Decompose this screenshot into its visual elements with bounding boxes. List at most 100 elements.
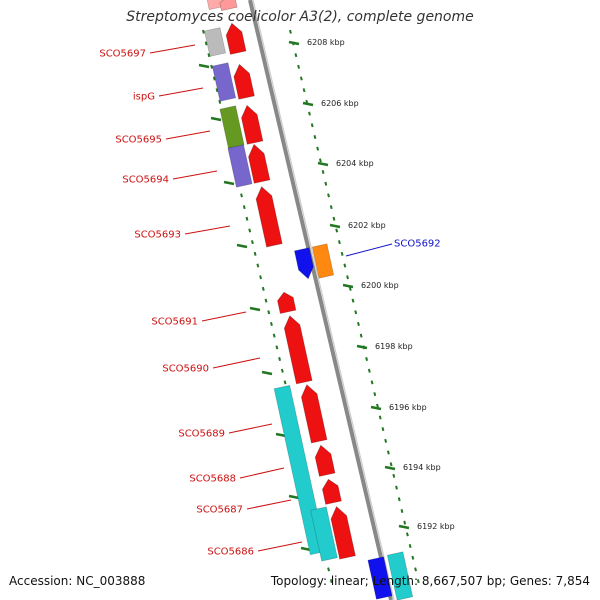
guide-dot <box>310 123 314 128</box>
guide-dot <box>397 497 401 502</box>
gene-arrow-SCO5694-outline <box>248 143 271 184</box>
gene-label-SCO5692[interactable]: SCO5692 <box>394 239 441 250</box>
guide-dot <box>280 368 284 373</box>
ruler-tick <box>210 116 222 122</box>
leader-line-SCO5688 <box>239 467 285 479</box>
map-title: Streptomyces coelicolor A3(2), complete … <box>126 9 474 25</box>
leader-line-SCO5686 <box>257 541 303 552</box>
guide-dot <box>329 579 333 584</box>
guide-dot <box>367 368 371 373</box>
guide-dot <box>261 286 265 291</box>
ruler-tick <box>249 306 261 312</box>
guide-dot <box>299 76 303 81</box>
guide-dot <box>297 64 301 69</box>
scale-tick <box>317 161 329 167</box>
gene-arrow-ispG-outline <box>233 63 255 100</box>
guide-dot <box>370 380 374 385</box>
scale-tick <box>356 344 368 350</box>
leader-line-SCO5689 <box>228 423 273 434</box>
gene-arrow-SCO5691[interactable] <box>277 291 297 314</box>
feature-block-olive[interactable] <box>219 105 245 149</box>
guide-dot <box>340 251 344 256</box>
guide-dot <box>272 333 276 338</box>
leader-line-SCO5687 <box>246 499 292 510</box>
gene-arrow-SCO5692[interactable] <box>294 247 314 280</box>
gene-arrow-ispG-fill <box>233 64 255 100</box>
guide-dot <box>250 240 254 245</box>
gene-arrow-SCO5687[interactable] <box>321 478 342 505</box>
gene-arrow-SCO5695[interactable] <box>241 104 264 145</box>
right-guide-dots <box>289 29 420 584</box>
guide-dot <box>202 29 205 34</box>
gene-arrow-SCO5689[interactable] <box>300 384 328 444</box>
scale-tick-label: 6200 kbp <box>361 281 399 290</box>
guide-dot <box>392 473 396 478</box>
feature-block-cyan-2[interactable] <box>310 506 338 562</box>
gene-label-SCO5693[interactable]: SCO5693 <box>134 230 181 241</box>
guide-dot <box>335 228 339 233</box>
guide-dot <box>343 263 347 268</box>
gene-label-SCO5687[interactable]: SCO5687 <box>196 505 243 516</box>
scale-tick-label: 6208 kbp <box>307 38 345 47</box>
guide-dot <box>321 170 325 175</box>
gene-label-SCO5697[interactable]: SCO5697 <box>99 49 146 60</box>
guide-dot <box>403 520 407 525</box>
ruler-tick <box>223 180 235 186</box>
guide-dot <box>289 29 292 34</box>
gene-label-SCO5688[interactable]: SCO5688 <box>189 474 236 485</box>
guide-dot <box>253 251 257 256</box>
gene-label-SCO5695[interactable]: SCO5695 <box>115 135 162 146</box>
guide-dot <box>308 111 311 116</box>
gene-label-SCO5690[interactable]: SCO5690 <box>162 364 209 375</box>
guide-dot <box>416 579 420 584</box>
feature-block-purple-ispG[interactable] <box>211 62 237 102</box>
guide-dot <box>275 345 279 350</box>
genome-summary-text: Topology: linear; Length: 8,667,507 bp; … <box>270 574 590 588</box>
scale-tick-label: 6206 kbp <box>321 99 359 108</box>
ruler-tick <box>288 494 300 500</box>
gene-label-SCO5689[interactable]: SCO5689 <box>178 429 225 440</box>
guide-dot <box>405 532 409 537</box>
guide-dot <box>348 286 352 291</box>
feature-block-cyan-bottom[interactable] <box>386 551 414 600</box>
guide-dot <box>400 508 404 513</box>
backbone-highlight <box>252 0 395 600</box>
accession-text: Accession: NC_003888 <box>9 574 146 588</box>
guide-dot <box>373 392 377 397</box>
guide-dot <box>267 310 271 315</box>
feature-block-orange[interactable] <box>311 243 335 279</box>
gene-label-SCO5686[interactable]: SCO5686 <box>207 547 254 558</box>
gene-arrow-ispG[interactable] <box>233 63 255 100</box>
gene-arrow-SCO5688[interactable] <box>314 444 336 477</box>
guide-dot <box>384 438 388 443</box>
leader-line-SCO5691 <box>201 311 247 322</box>
guide-dot <box>264 298 268 303</box>
guide-dot <box>318 158 322 163</box>
gene-arrow-SCO5693[interactable] <box>255 186 283 248</box>
guide-dot <box>324 181 328 186</box>
gene-label-SCO5691[interactable]: SCO5691 <box>151 317 198 328</box>
guide-dot <box>386 450 390 455</box>
gene-arrow-SCO5694[interactable] <box>248 143 271 184</box>
gene-arrow-SCO5686[interactable] <box>330 505 356 560</box>
gene-arrow-SCO5690-outline <box>283 315 313 385</box>
guide-dot <box>327 193 330 198</box>
feature-block-purple[interactable] <box>227 144 253 188</box>
gene-arrow-SCO5692-fill <box>294 247 314 279</box>
guide-dot <box>376 403 379 408</box>
gene-label-ispG[interactable]: ispG <box>133 92 155 103</box>
guide-dot <box>354 310 358 315</box>
gene-arrow-SCO5697[interactable] <box>225 22 247 55</box>
guide-dot <box>357 321 360 326</box>
gene-label-SCO5694[interactable]: SCO5694 <box>122 175 169 186</box>
feature-block-grey[interactable] <box>203 27 227 57</box>
gene-arrow-SCO5690[interactable] <box>283 315 313 385</box>
gene-arrow-top[interactable] <box>219 0 238 12</box>
leader-line-SCO5690 <box>212 357 261 369</box>
guide-dot <box>378 415 382 420</box>
feature-block-blue-bottom[interactable] <box>367 556 393 600</box>
guide-dot <box>245 216 249 221</box>
gene-arrow-SCO5691-fill <box>277 292 296 314</box>
guide-dot <box>395 485 398 490</box>
